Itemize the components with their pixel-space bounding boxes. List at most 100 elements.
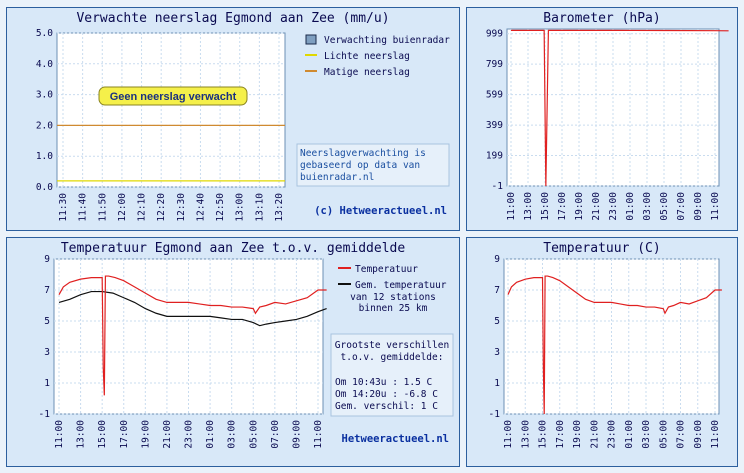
x-tick-label: 03:00 — [642, 192, 653, 221]
y-tick-label: 5 — [44, 316, 50, 327]
x-tick-label: 21:00 — [591, 192, 602, 221]
y-tick-label: 1 — [44, 378, 50, 389]
x-tick-label: 07:00 — [676, 420, 687, 449]
y-tick-label: 0.0 — [36, 182, 53, 193]
temp-series — [58, 275, 327, 396]
x-tick-label: 11:30 — [58, 193, 69, 222]
baro-chart: -1 199 399 599 799 999 11:00 13:00 15:00 17:00 19:… — [486, 28, 729, 221]
y-tick-label: 3.0 — [36, 90, 53, 101]
legend-swatch — [305, 34, 317, 45]
legend-label: Matige neerslag — [324, 67, 410, 78]
x-tick-label: 09:00 — [693, 420, 704, 449]
baro-panel: Barometer (hPa) -1 199 399 599 799 999 11:00 13… — [466, 7, 738, 231]
x-tick-label: 23:00 — [607, 420, 618, 449]
x-tick-label: 03:00 — [227, 420, 238, 449]
y-tick-label: 2.0 — [36, 120, 53, 131]
diff-line: Om 14:20u : -6.8 C — [335, 389, 438, 400]
plot-area — [56, 32, 286, 188]
y-tick-label: 4.0 — [36, 59, 53, 70]
y-tick-label: 3 — [44, 347, 50, 358]
x-tick-label: 13:20 — [274, 193, 285, 222]
plot-area — [506, 28, 720, 187]
x-tick-label: 19:00 — [140, 420, 151, 449]
temp-chart: -1 1 3 5 7 9 11:00 13:00 15:00 17:00 19:00 21:00 23:… — [489, 254, 722, 449]
x-tick-label: 07:00 — [270, 420, 281, 449]
x-tick-label: 11:00 — [313, 420, 324, 449]
diff-line: Gem. verschil: 1 C — [335, 401, 438, 412]
y-tick-label: 399 — [486, 120, 503, 131]
x-tick-label: 11:00 — [54, 420, 65, 449]
y-tick-label: 1.0 — [36, 151, 53, 162]
x-tick-label: 12:40 — [195, 193, 206, 222]
baro-title: Barometer (hPa) — [543, 11, 661, 26]
x-tick-label: 01:00 — [205, 420, 216, 449]
rain-chart: 0.0 1.0 2.0 3.0 4.0 5.0 11:30 11:40 11:50 12:00 12… — [36, 28, 450, 222]
x-tick-label: 15:00 — [97, 420, 108, 449]
x-tick-label: 09:00 — [693, 192, 704, 221]
x-tick-label: 15:00 — [540, 192, 551, 221]
y-tick-label: 999 — [486, 29, 503, 40]
y-tick-label: 5.0 — [36, 28, 53, 39]
x-tick-label: 12:00 — [117, 193, 128, 222]
temp-title: Temperatuur (C) — [543, 241, 661, 256]
rain-panel: Verwachte neerslag Egmond aan Zee (mm/u)… — [6, 7, 460, 231]
diff-title: t.o.v. gemiddelde: — [341, 352, 444, 363]
y-tick-label: 9 — [494, 254, 500, 265]
credit: Hetweeractueel.nl — [342, 433, 449, 445]
x-tick-label: 01:00 — [625, 192, 636, 221]
x-tick-label: 13:00 — [520, 420, 531, 449]
baro-series — [511, 29, 729, 187]
note-box — [296, 143, 450, 187]
x-tick-label: 12:50 — [215, 193, 226, 222]
note-line: gebaseerd op data van — [300, 160, 420, 171]
temp-panel: Temperatuur (C) -1 1 3 5 7 9 11:00 13:00 15:00 17… — [466, 237, 738, 467]
y-tick-label: -1 — [492, 181, 504, 192]
y-tick-label: -1 — [489, 409, 501, 420]
y-tick-label: 599 — [486, 90, 503, 101]
legend-label: Temperatuur — [355, 264, 418, 275]
x-tick-label: 19:00 — [572, 420, 583, 449]
x-tick-label: 05:00 — [658, 420, 669, 449]
x-tick-label: 07:00 — [676, 192, 687, 221]
temp-series — [507, 275, 722, 415]
tempcmp-chart: -1 1 3 5 7 9 11:00 13:00 15:00 17:00 19:00 21:00 23:… — [39, 254, 454, 449]
x-tick-label: 13:00 — [76, 420, 87, 449]
y-tick-label: 7 — [494, 285, 500, 296]
x-tick-label: 13:10 — [254, 193, 265, 222]
x-tick-label: 11:50 — [97, 193, 108, 222]
tempcmp-title: Temperatuur Egmond aan Zee t.o.v. gemidd… — [60, 241, 406, 256]
x-tick-label: 09:00 — [291, 420, 302, 449]
y-tick-label: 7 — [44, 285, 50, 296]
legend-sublabel: van 12 stations — [350, 292, 436, 303]
rain-title: Verwachte neerslag Egmond aan Zee (mm/u) — [76, 11, 390, 26]
credit: (c) Hetweeractueel.nl — [314, 205, 447, 217]
x-tick-label: 17:00 — [555, 420, 566, 449]
x-tick-label: 13:00 — [235, 193, 246, 222]
y-tick-label: 5 — [494, 316, 500, 327]
x-tick-label: 13:00 — [523, 192, 534, 221]
x-tick-label: 23:00 — [184, 420, 195, 449]
x-tick-label: 05:00 — [659, 192, 670, 221]
diff-line: Om 10:43u : 1.5 C — [335, 377, 432, 388]
x-tick-label: 11:00 — [710, 192, 721, 221]
x-tick-label: 11:00 — [710, 420, 721, 449]
x-tick-label: 11:00 — [506, 192, 517, 221]
y-tick-label: -1 — [39, 409, 51, 420]
legend-label: Lichte neerslag — [324, 51, 410, 62]
x-tick-label: 21:00 — [162, 420, 173, 449]
x-tick-label: 12:10 — [137, 193, 148, 222]
y-tick-label: 799 — [486, 59, 503, 70]
x-tick-label: 11:40 — [78, 193, 89, 222]
diff-box — [330, 333, 454, 417]
x-tick-label: 17:00 — [119, 420, 130, 449]
y-tick-label: 1 — [494, 378, 500, 389]
legend-label: Gem. temperatuur — [355, 280, 447, 291]
x-tick-label: 15:00 — [538, 420, 549, 449]
note-line: Neerslagverwachting is — [300, 148, 426, 159]
x-tick-label: 12:30 — [176, 193, 187, 222]
tempcmp-panel: Temperatuur Egmond aan Zee t.o.v. gemidd… — [6, 237, 460, 467]
y-tick-label: 199 — [486, 151, 503, 162]
x-tick-label: 17:00 — [557, 192, 568, 221]
x-tick-label: 05:00 — [248, 420, 259, 449]
x-tick-label: 11:00 — [503, 420, 514, 449]
